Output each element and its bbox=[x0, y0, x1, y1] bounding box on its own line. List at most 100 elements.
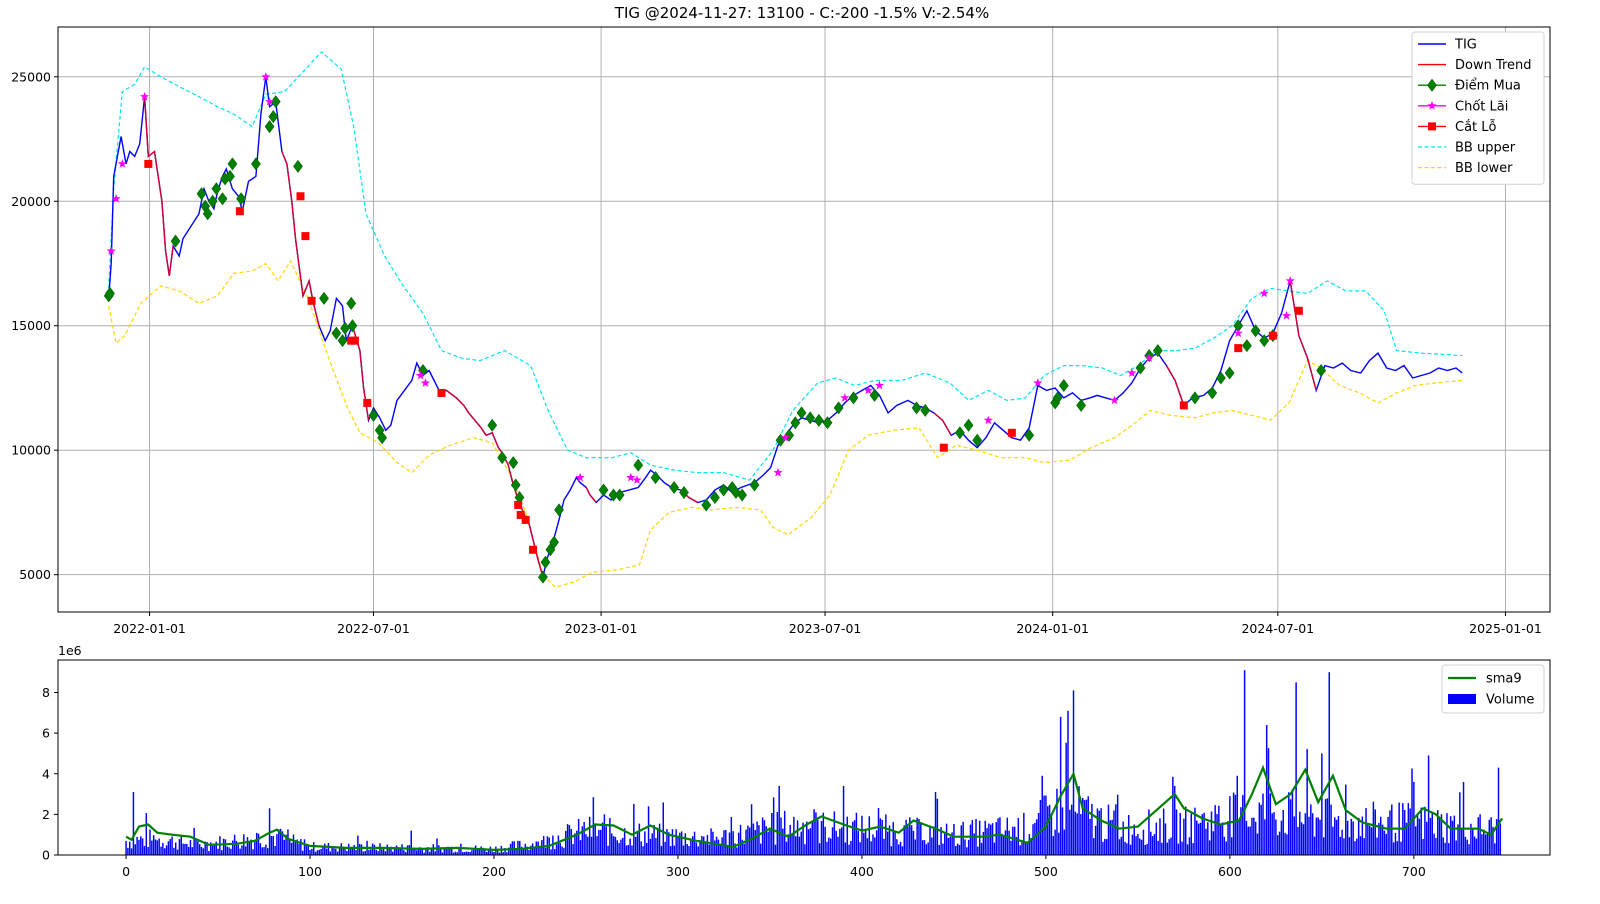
volume-bar bbox=[1146, 843, 1148, 855]
volume-bar bbox=[842, 785, 845, 855]
volume-bar bbox=[820, 821, 823, 855]
volume-bar bbox=[1126, 843, 1128, 855]
volume-bar bbox=[1127, 815, 1130, 855]
volume-bar bbox=[883, 838, 885, 855]
volume-bar bbox=[585, 834, 587, 855]
volume-bar bbox=[1286, 834, 1288, 855]
volume-bar bbox=[491, 851, 493, 855]
volume-bar bbox=[991, 823, 994, 855]
volume-bar bbox=[1475, 838, 1478, 855]
volume-bar bbox=[896, 839, 898, 855]
volume-bar bbox=[837, 836, 839, 855]
volume-bar bbox=[761, 817, 764, 855]
volume-bar bbox=[686, 844, 688, 855]
volume-bar bbox=[228, 847, 230, 855]
volume-bar bbox=[1207, 822, 1209, 855]
volume-bar bbox=[1019, 845, 1021, 855]
tick-label-x: 500 bbox=[1034, 864, 1058, 879]
volume-bar bbox=[336, 851, 339, 855]
buy-point-marker bbox=[650, 471, 661, 485]
tick-label-y: 0 bbox=[42, 848, 50, 863]
volume-bar bbox=[903, 825, 905, 855]
volume-bar bbox=[191, 847, 194, 855]
volume-bar bbox=[1021, 841, 1023, 855]
volume-bar bbox=[419, 847, 422, 855]
volume-bar bbox=[1140, 839, 1143, 855]
volume-bar bbox=[732, 831, 734, 855]
volume-bar bbox=[1378, 822, 1380, 855]
volume-bar bbox=[1387, 816, 1389, 855]
buy-point-marker bbox=[790, 416, 801, 430]
volume-bar bbox=[563, 847, 565, 855]
volume-bar bbox=[421, 848, 423, 855]
price-plot-frame bbox=[57, 26, 1551, 613]
take-profit-marker bbox=[415, 370, 425, 380]
volume-bar bbox=[412, 848, 414, 855]
volume-bar bbox=[660, 845, 663, 855]
volume-bar bbox=[601, 822, 604, 855]
volume-bar bbox=[982, 831, 985, 855]
volume-bar bbox=[1223, 836, 1226, 855]
volume-bar bbox=[664, 841, 666, 855]
volume-bar bbox=[1440, 814, 1443, 855]
volume-bar bbox=[798, 836, 801, 855]
volume-bar bbox=[1113, 810, 1115, 855]
volume-bar bbox=[445, 847, 447, 855]
buy-point-marker bbox=[701, 498, 712, 512]
volume-bar bbox=[296, 839, 298, 855]
volume-bar bbox=[817, 819, 819, 855]
volume-bar bbox=[859, 842, 861, 855]
volume-bar bbox=[186, 843, 188, 855]
volume-bar bbox=[988, 823, 990, 855]
volume-bar bbox=[1170, 837, 1172, 855]
volume-bar bbox=[1023, 812, 1025, 855]
volume-bar bbox=[574, 833, 576, 855]
volume-bar bbox=[555, 844, 558, 855]
volume-bar bbox=[640, 841, 642, 855]
volume-bar bbox=[966, 847, 968, 855]
buy-point-marker bbox=[1259, 334, 1270, 348]
volume-bar bbox=[715, 836, 718, 855]
buy-point-marker bbox=[377, 431, 388, 445]
volume-bar bbox=[623, 828, 626, 855]
volume-bar bbox=[986, 828, 988, 855]
buy-point-marker bbox=[669, 481, 679, 495]
volume-bar bbox=[171, 836, 173, 855]
volume-bar bbox=[1094, 825, 1097, 855]
volume-bar bbox=[1363, 838, 1365, 855]
volume-bar bbox=[1070, 804, 1073, 855]
volume-bar bbox=[794, 836, 797, 855]
volume-bar bbox=[920, 822, 922, 855]
volume-bar bbox=[1334, 817, 1336, 855]
volume-bar bbox=[1297, 826, 1299, 855]
volume-bar bbox=[1002, 834, 1005, 855]
volume-bar bbox=[958, 844, 961, 855]
volume-bar bbox=[158, 838, 160, 855]
volume-bar bbox=[507, 847, 510, 855]
volume-bar bbox=[331, 847, 333, 855]
volume-bar bbox=[1069, 809, 1071, 855]
volume-bar bbox=[684, 833, 687, 855]
volume-bar bbox=[634, 836, 637, 855]
volume-bar bbox=[1306, 749, 1308, 855]
volume-bar bbox=[848, 844, 850, 855]
volume-bar bbox=[180, 834, 182, 855]
volume-bar bbox=[550, 849, 552, 855]
buy-point-marker bbox=[225, 169, 235, 183]
volume-bar bbox=[725, 829, 727, 855]
buy-point-marker bbox=[869, 388, 880, 402]
volume-bar bbox=[1411, 768, 1413, 855]
down-trend-segment bbox=[933, 412, 952, 436]
take-profit-marker bbox=[1259, 288, 1269, 298]
volume-bar bbox=[316, 850, 319, 855]
volume-bar bbox=[1219, 825, 1222, 855]
buy-point-marker bbox=[554, 503, 564, 517]
take-profit-marker bbox=[117, 159, 127, 168]
volume-bar bbox=[927, 842, 929, 855]
volume-bar bbox=[200, 847, 203, 855]
volume-bar bbox=[1227, 821, 1229, 855]
volume-bar bbox=[706, 834, 709, 855]
volume-bar bbox=[416, 850, 418, 855]
volume-bar bbox=[248, 841, 251, 855]
volume-bar bbox=[1354, 841, 1356, 855]
